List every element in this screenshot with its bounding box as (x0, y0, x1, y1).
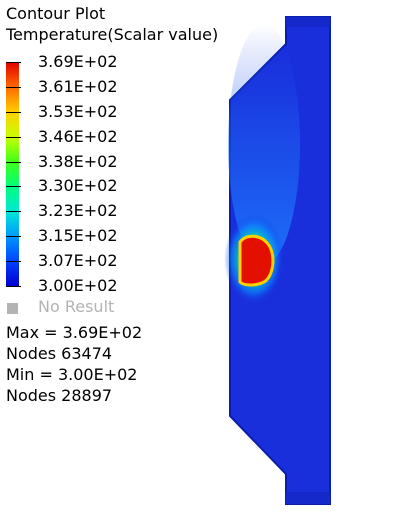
color-bar-segment (6, 186, 19, 212)
color-bar-segment (6, 86, 19, 113)
top-cap (286, 17, 330, 27)
color-bar-tick (6, 211, 21, 213)
color-bar-tick (6, 86, 21, 88)
heat-plume (228, 24, 300, 264)
color-bar-tick (6, 236, 21, 238)
color-bar-segment (6, 111, 19, 138)
color-bar-tick (6, 261, 21, 263)
min-nodes: Nodes 28897 (6, 386, 113, 405)
legend-level-label: 3.69E+02 (38, 52, 118, 71)
legend-level-label: 3.46E+02 (38, 126, 118, 146)
color-bar-segment (6, 261, 19, 287)
color-bar-tick (6, 286, 21, 287)
color-bar (6, 62, 19, 287)
legend-level-label: 3.23E+02 (38, 201, 118, 221)
color-bar-tick (6, 136, 21, 138)
min-value: Min = 3.00E+02 (6, 365, 138, 384)
legend-subtitle: Temperature(Scalar value) (6, 25, 219, 44)
no-result-label: No Result (38, 297, 115, 316)
max-nodes: Nodes 63474 (6, 344, 113, 363)
legend-level-label: 3.53E+02 (38, 101, 118, 121)
color-bar-tick (6, 186, 21, 188)
no-result-swatch (7, 303, 18, 314)
color-bar-segment (6, 136, 19, 163)
bottom-cap (286, 492, 330, 504)
legend-level-label: 3.30E+02 (38, 176, 118, 196)
legend-level-label: 3.07E+02 (38, 251, 118, 271)
color-bar-segment (6, 236, 19, 262)
legend-title: Contour Plot (6, 4, 106, 23)
legend-level-label: 3.00E+02 (38, 276, 118, 295)
color-bar-tick (6, 62, 21, 63)
hot-spot (238, 234, 275, 287)
contour-plot-model (224, 16, 331, 505)
legend-level-label: 3.15E+02 (38, 226, 118, 246)
legend-level-label: 3.38E+02 (38, 151, 118, 171)
color-bar-tick (6, 111, 21, 113)
legend-level-label: 3.61E+02 (38, 76, 118, 96)
color-bar-segment (6, 62, 19, 88)
color-bar-segment (6, 211, 19, 237)
color-bar-segment (6, 161, 19, 187)
max-value: Max = 3.69E+02 (6, 323, 143, 342)
color-bar-tick (6, 161, 21, 163)
